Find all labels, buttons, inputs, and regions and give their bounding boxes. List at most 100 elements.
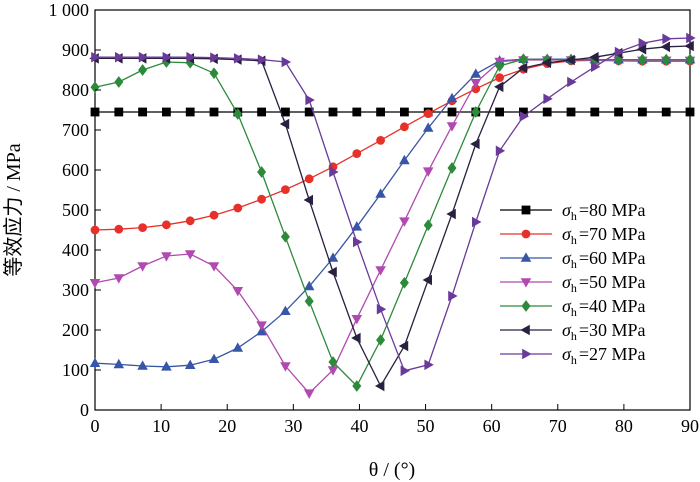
ticks-layer: 0 10 20 30 40 50 60 70 80 90010020030040050060070… [49,0,700,436]
data-point [303,194,314,206]
data-point [184,359,196,370]
data-point [400,365,411,377]
data-point [232,342,244,352]
x-tick-label: 40 [350,416,368,436]
data-point [376,135,386,145]
data-point [352,107,362,117]
data-point [614,107,623,117]
data-point [186,51,196,63]
data-point [256,325,267,336]
data-point [257,54,268,65]
data-point [684,40,694,52]
y-tick-label: 200 [62,320,89,340]
legend-label: σh =80 MPa [562,200,646,223]
x-tick-label: 10 [152,416,170,436]
data-point [519,111,530,122]
data-point [518,53,528,66]
legend-symbol: σ [562,200,572,220]
y-tick-label: 300 [62,280,89,300]
data-point [115,51,125,63]
data-point [424,359,434,371]
data-point [303,280,315,291]
legend-label: σh =60 MPa [562,248,646,271]
legend-value: =70 MPa [579,224,646,244]
data-point [208,262,220,272]
data-point [376,334,386,346]
data-point [209,107,219,117]
data-point [89,278,101,289]
data-point [470,138,480,150]
legend-subscript: h [571,329,577,343]
y-tick-label: 900 [62,40,89,60]
data-point [161,220,171,230]
data-point [328,107,338,117]
data-point [375,266,386,276]
series-line [94,59,690,395]
data-point [280,230,290,243]
data-point [280,305,291,316]
data-point [303,389,315,399]
data-point [281,56,292,68]
data-point [399,276,409,289]
data-point [185,107,195,117]
data-point [90,107,100,117]
data-point [543,93,553,105]
data-point [328,356,338,368]
data-point [398,340,409,352]
data-point [90,81,100,94]
legend-marker [520,324,530,336]
legend-subscript: h [571,209,577,223]
data-point [614,46,625,58]
x-axis-title: θ / (°) [369,459,415,481]
legend-value: =60 MPa [579,248,646,268]
legend-symbol: σ [562,344,572,364]
data-point [113,358,125,369]
data-point [591,61,601,73]
legend-symbol: σ [562,296,572,316]
y-tick-label: 500 [62,200,89,220]
data-point [493,81,504,93]
data-point [138,64,148,76]
y-axis-title: 等效应力 / MPa [2,143,25,276]
data-point [542,107,552,117]
data-point [685,107,695,117]
series-80-mpa [90,107,695,117]
data-point [471,106,481,118]
x-tick-label: 0 [91,416,100,436]
legend-subscript: h [571,257,577,271]
legend-label: σh =70 MPa [562,224,646,247]
data-point [470,68,482,78]
data-point [638,107,647,117]
data-point [184,250,196,260]
data-point [89,357,101,368]
legend-item: σh =60 MPa [500,248,646,271]
data-point [399,122,409,132]
legend-subscript: h [571,233,577,247]
data-point [114,107,124,117]
legend-symbol: σ [562,224,572,244]
data-point [376,107,386,117]
y-tick-label: 800 [62,80,89,100]
legend-symbol: σ [562,248,572,268]
y-tick-label: 700 [62,120,89,140]
data-point [423,109,433,118]
data-point [185,216,195,226]
legend-symbol: σ [562,272,572,292]
legend-marker [520,278,532,288]
data-point [495,107,505,117]
x-tick-label: 30 [284,416,302,436]
data-point [517,62,528,74]
legend-marker [522,348,532,360]
data-point [448,290,458,302]
data-point [138,51,149,63]
legend-value: =30 MPa [579,320,646,340]
data-point [470,79,482,89]
data-point [636,43,647,55]
data-point [210,52,220,63]
legend-label: σh =30 MPa [562,320,646,343]
data-point [422,122,434,132]
data-point [257,194,267,204]
legend-marker [521,205,531,215]
data-point [351,221,363,231]
